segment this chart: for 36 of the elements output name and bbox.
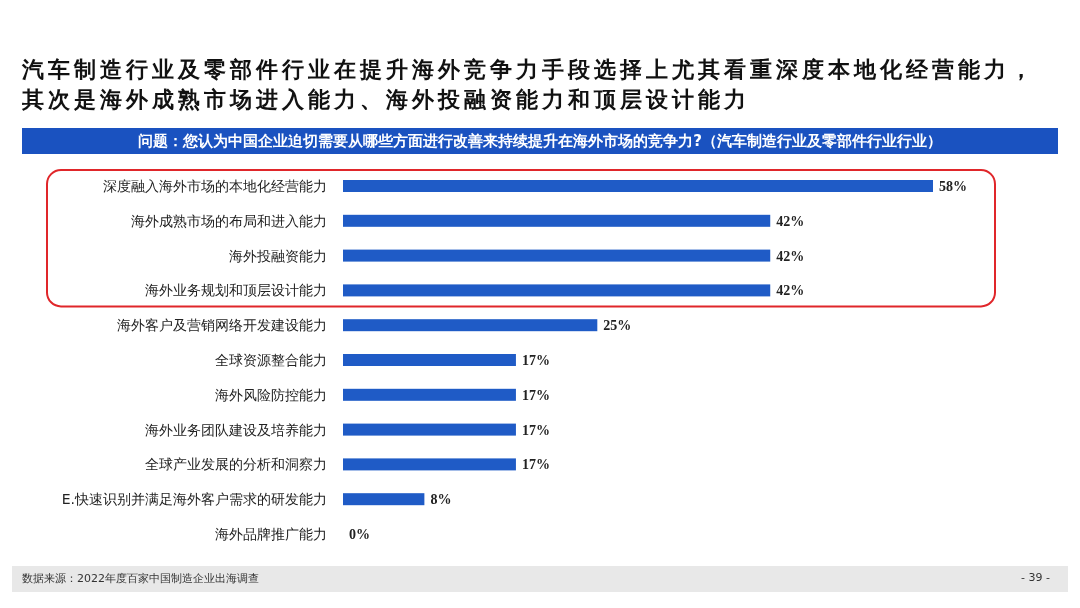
y-tick-label: 全球资源整合能力: [215, 352, 327, 368]
y-tick-label: 海外品牌推广能力: [215, 526, 327, 542]
annotation: 数据来源：2022年度百家中国制造企业出海调查: [22, 571, 259, 586]
data-label: 25%: [603, 318, 632, 334]
data-label: 17%: [521, 422, 550, 438]
chart-subtitle: 问题：您认为中国企业迫切需要从哪些方面进行改善来持续提升在海外市场的竞争力?（汽车制造行业及零部件行业行业）: [22, 128, 1058, 154]
y-tick-label: 海外风险防控能力: [215, 386, 327, 403]
data-label: 17%: [521, 457, 550, 473]
y-tick-label: 海外成熟市场的布局和进入能力: [131, 212, 327, 229]
bar: [343, 423, 516, 436]
y-tick-label: 海外业务团队建设及培养能力: [145, 421, 327, 438]
bar: [343, 493, 425, 506]
data-label: 8%: [430, 492, 452, 508]
bar: [343, 284, 771, 297]
annotation: - 39 -: [1021, 571, 1050, 584]
y-tick-label: E.快速识别并满足海外客户需求的研发能力: [61, 491, 327, 508]
data-label: 58%: [939, 179, 967, 194]
bar: [343, 180, 933, 192]
data-label: 42%: [776, 213, 805, 229]
y-tick-label: 海外业务规划和顶层设计能力: [145, 282, 327, 299]
data-label: 17%: [521, 387, 550, 403]
bar: [343, 388, 516, 401]
y-tick-label: 海外客户及营销网络开发建设能力: [117, 317, 327, 334]
y-tick-label: 海外投融资能力: [229, 247, 327, 264]
y-tick-label: 深度融入海外市场的本地化经营能力: [103, 178, 327, 194]
bar: [343, 354, 516, 366]
data-label: 42%: [776, 248, 805, 264]
data-label: 0%: [349, 527, 370, 542]
bar: [343, 319, 598, 332]
bar: [343, 214, 771, 227]
chart-title: 汽车制造行业及零部件行业在提升海外竞争力手段选择上尤其看重深度本地化经营能力，其次是海外成熟市场进入能力、海外投融资能力和顶层设计能力: [22, 56, 1037, 114]
y-tick-label: 全球产业发展的分析和洞察力: [145, 456, 327, 473]
data-label: 42%: [776, 283, 805, 299]
data-label: 17%: [521, 353, 550, 368]
bar: [343, 458, 516, 471]
bar: [343, 249, 771, 262]
